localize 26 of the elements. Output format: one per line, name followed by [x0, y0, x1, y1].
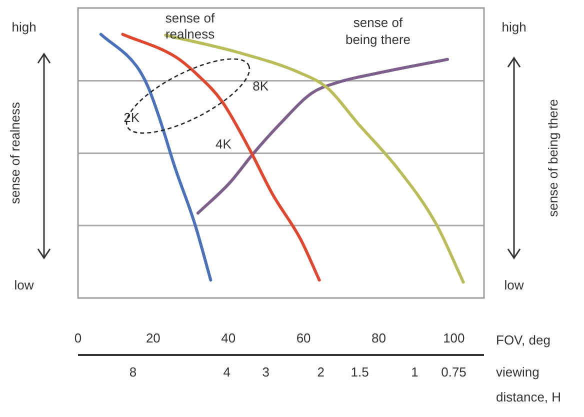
text: high: [502, 20, 526, 35]
text: low: [504, 278, 524, 293]
x2-tick-label: 3: [262, 364, 270, 380]
x-tick-label: 20: [146, 330, 160, 346]
text: high: [12, 20, 36, 35]
x-tick-label: 40: [221, 330, 236, 346]
x2-axis-title: viewing distance, H: [496, 364, 562, 405]
x2-tick-label: 0.75: [441, 364, 466, 380]
x-tick-label: 0: [74, 330, 82, 346]
y2-axis-title: sense of being there: [546, 99, 561, 217]
x2-tick-label: 8: [129, 364, 137, 380]
x-tick-label: 80: [372, 330, 386, 346]
text: low: [14, 278, 34, 293]
series-label: 8K: [252, 78, 269, 94]
annotation: sense of being there: [345, 15, 411, 48]
x-tick-label: 100: [443, 330, 465, 346]
series-label: 2K: [124, 110, 140, 126]
y-axis-title: sense of realness: [8, 102, 23, 204]
annotation: sense of realness: [165, 10, 216, 42]
x2-tick-label: 1.5: [350, 364, 369, 380]
x2-tick-label: 2: [317, 364, 324, 380]
series-label: 4K: [215, 136, 232, 152]
x2-tick-label: 1: [411, 364, 418, 380]
x2-tick-label: 4: [223, 364, 231, 380]
x-axis-title: FOV, deg: [496, 332, 550, 348]
x-tick-label: 60: [296, 330, 311, 346]
